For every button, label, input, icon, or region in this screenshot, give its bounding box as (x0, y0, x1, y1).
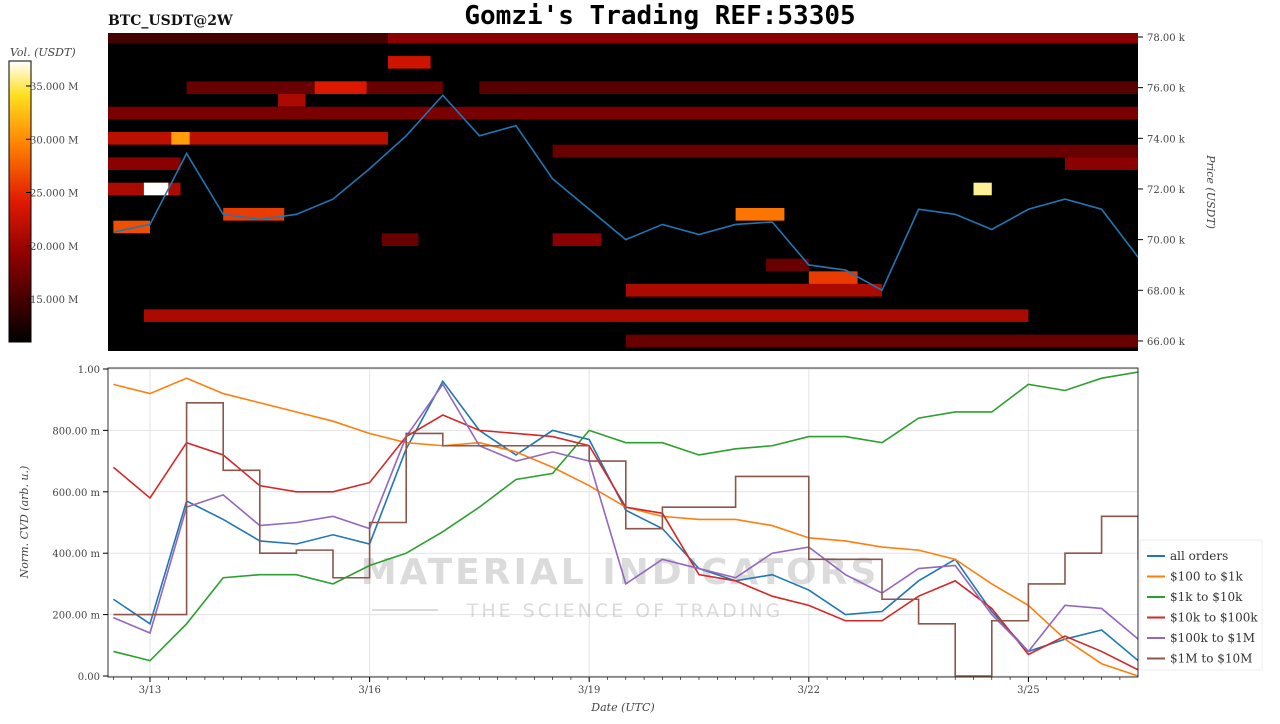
price-tick-label: 66.00 k (1147, 337, 1186, 348)
cvd-frame (107, 367, 1139, 678)
heatmap-band (766, 258, 809, 272)
colorbar (8, 60, 32, 343)
heatmap-band (387, 33, 1138, 44)
cvd-y-label: Norm. CVD (arb. u.) (18, 466, 31, 580)
price-axis-label: Price (USDT) (1204, 154, 1217, 229)
heatmap-band (625, 284, 882, 297)
heatmap-band (108, 157, 181, 170)
cvd-lines (112, 371, 1138, 677)
heatmap-band (143, 182, 169, 196)
y-tick-label: 0.00 (78, 672, 100, 683)
price-line (113, 94, 1138, 292)
heatmap (108, 33, 1138, 348)
colorbar-ticks: 15.000 M 20.000 M 25.000 M 30.000 M 35.000 M (26, 82, 78, 306)
heatmap-band (552, 144, 1138, 158)
heatmap-band (973, 182, 992, 196)
legend-entry: $10k to $100k (1170, 611, 1258, 625)
y-tick-label: 800.00 m (52, 426, 100, 437)
y-tick-label: 200.00 m (52, 611, 100, 622)
legend-entry: $1M to $10M (1170, 652, 1252, 666)
legend-entry: $1k to $10k (1170, 590, 1243, 604)
cvd-line--10k-to-100k (112, 414, 1138, 671)
cvd-line--1k-to-10k (113, 371, 1138, 662)
colorbar-tick-label: 35.000 M (30, 82, 78, 93)
chart-title: Gomzi's Trading REF:53305 (464, 1, 855, 31)
cvd-line--1m-to-10m (113, 401, 1138, 677)
heatmap-band (108, 106, 1138, 120)
heatmap-band (381, 233, 419, 246)
legend-entry: $100k to $1M (1170, 631, 1255, 645)
price-tick-label: 78.00 k (1147, 33, 1186, 44)
colorbar-tick-label: 25.000 M (30, 189, 78, 200)
legend-entry: $100 to $1k (1170, 570, 1243, 584)
y-tick-label: 1.00 (78, 365, 100, 376)
colorbar-tick-label: 15.000 M (30, 295, 78, 306)
heatmap-band (808, 271, 858, 284)
price-tick-label: 76.00 k (1147, 84, 1186, 95)
symbol-label: BTC_USDT@2W (108, 13, 233, 29)
price-line-group (113, 94, 1138, 292)
y-tick-label: 400.00 m (52, 549, 100, 560)
price-tick-label: 68.00 k (1147, 286, 1186, 297)
price-tick-label: 72.00 k (1147, 185, 1186, 196)
heatmap-band (108, 132, 388, 145)
heatmap-band (625, 334, 1138, 348)
heatmap-band (735, 208, 785, 221)
watermark-line2: THE SCIENCE OF TRADING (466, 600, 784, 622)
heatmap-band (1065, 157, 1138, 170)
legend-entry: all orders (1170, 549, 1228, 563)
x-tick-label: 3/13 (139, 685, 161, 696)
colorbar-tick-label: 30.000 M (30, 135, 78, 146)
cvd-grid (108, 368, 1138, 677)
cvd-axes: 0.00 200.00 m 400.00 m 600.00 m 800.00 m 1.00… (52, 365, 1121, 696)
y-tick-label: 600.00 m (52, 488, 100, 499)
price-tick-label: 70.00 k (1147, 236, 1186, 247)
heatmap-band (314, 81, 367, 94)
legend-box (1139, 539, 1263, 671)
cvd-line--100k-to-1m (113, 382, 1138, 653)
cvd-x-label: Date (UTC) (590, 701, 654, 714)
x-tick-label: 3/19 (578, 685, 600, 696)
heatmap-band (552, 233, 602, 246)
heatmap-band (143, 309, 1029, 322)
price-tick-label: 74.00 k (1147, 134, 1186, 145)
heatmap-band (278, 94, 306, 107)
colorbar-tick-label: 20.000 M (30, 242, 78, 253)
heatmap-band (171, 132, 190, 145)
price-axis: 66.00 k 68.00 k 70.00 k 72.00 k 74.00 k 76.00… (1138, 33, 1186, 348)
heatmap-band (387, 56, 431, 69)
legend: all orders $100 to $1k $1k to $10k $10k to … (1139, 539, 1263, 671)
x-tick-label: 3/22 (798, 685, 820, 696)
x-tick-label: 3/16 (358, 685, 380, 696)
heatmap-band (479, 81, 1138, 94)
x-tick-label: 3/25 (1017, 685, 1039, 696)
colorbar-label: Vol. (USDT) (10, 46, 76, 59)
